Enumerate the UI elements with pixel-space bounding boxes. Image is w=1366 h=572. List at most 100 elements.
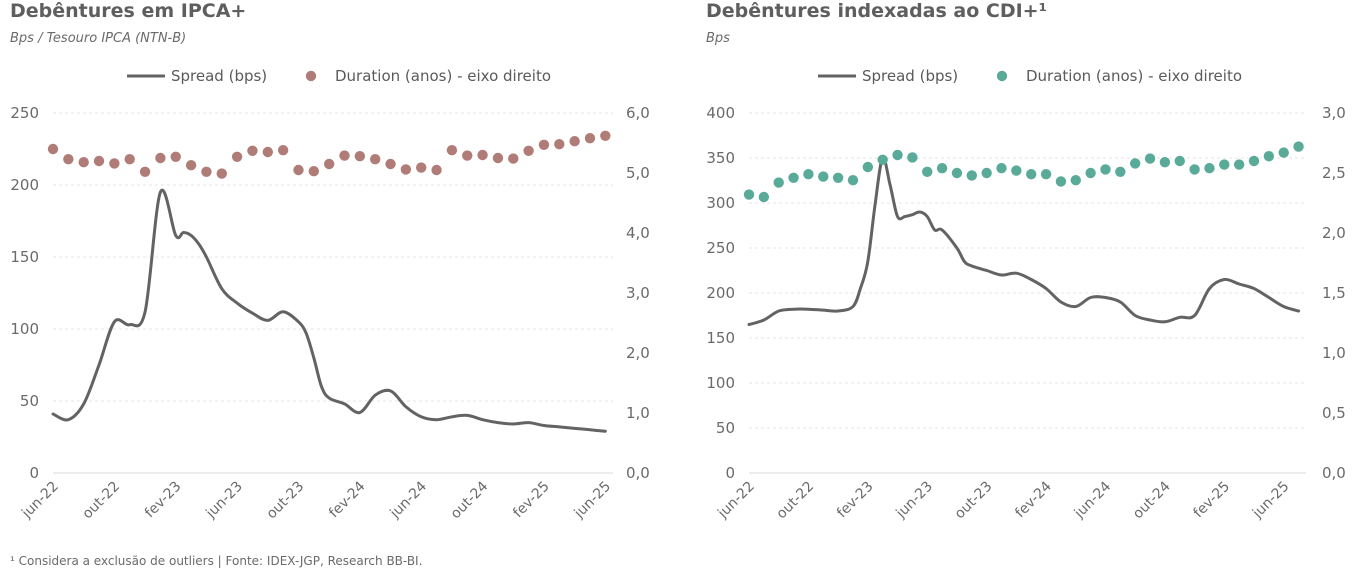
legend-label-spread: Spread (bps) (171, 67, 267, 85)
y-left-tick-label: 50 (20, 392, 39, 410)
duration-point (385, 158, 396, 170)
duration-point (1100, 164, 1111, 175)
duration-point (63, 154, 74, 165)
y-right-tick-label: 0,5 (1322, 404, 1346, 422)
y-left-tick-label: 50 (716, 419, 735, 437)
duration-point (554, 139, 565, 150)
duration-point (981, 167, 992, 179)
y-left-tick-label: 200 (706, 284, 735, 302)
duration-point (862, 161, 874, 173)
duration-point (1219, 159, 1230, 170)
y-left-tick-label: 250 (706, 239, 735, 257)
y-right-tick-label: 5,0 (626, 164, 650, 182)
legend-label-spread: Spread (bps) (862, 67, 958, 85)
duration-point (47, 143, 59, 155)
duration-point (185, 160, 197, 171)
chart-subtitle: Bps / Tesouro IPCA (NTN-B) (10, 31, 187, 46)
duration-point (277, 145, 289, 156)
y-right-tick-label: 3,0 (626, 284, 650, 302)
x-tick-label: fev-23 (142, 479, 185, 522)
duration-point (323, 158, 335, 170)
duration-point (922, 166, 933, 177)
duration-point (78, 157, 89, 168)
y-left-tick-label: 250 (10, 104, 39, 122)
chart-title: Debêntures em IPCA+ (10, 0, 247, 22)
y-left-tick-label: 100 (706, 374, 735, 392)
y-right-tick-label: 3,0 (1322, 104, 1346, 122)
y-right-tick-label: 4,0 (626, 224, 650, 242)
duration-point (847, 175, 859, 186)
x-tick-label: out-22 (774, 479, 818, 523)
duration-point (1248, 155, 1260, 167)
y-right-tick-label: 6,0 (626, 104, 650, 122)
duration-point (247, 145, 258, 156)
y-right-tick-label: 2,0 (626, 344, 650, 362)
duration-point (431, 164, 442, 176)
x-tick-label: out-23 (952, 479, 996, 523)
duration-point (1040, 169, 1052, 180)
x-tick-label: jun-25 (1249, 479, 1292, 522)
duration-point (1204, 163, 1215, 174)
x-tick-label: fev-23 (834, 479, 877, 522)
chart-ipca-svg: 0 50 100 150 200 250 0,0 1,0 2,0 3,0 4,0 5,0 6,0 jun-… (10, 67, 650, 523)
duration-point (788, 172, 799, 183)
y-left-tick-label: 0 (29, 464, 39, 482)
duration-point (803, 169, 814, 180)
y-right-tick-label: 1,0 (626, 404, 650, 422)
duration-point (1189, 164, 1200, 175)
legend: Spread (bps) Duration (anos) - eixo direi… (127, 67, 551, 85)
duration-point (109, 158, 120, 169)
duration-point (1233, 159, 1245, 170)
duration-point (446, 145, 458, 156)
duration-point (1115, 166, 1126, 177)
duration-point (1026, 169, 1037, 180)
y-right-tick-label: 1,5 (1322, 284, 1346, 302)
x-tick-label: fev-25 (510, 479, 553, 522)
duration-point (369, 154, 381, 165)
duration-point (996, 163, 1007, 174)
x-tick-label: out-24 (448, 478, 492, 522)
duration-point (462, 150, 473, 161)
duration-point (892, 149, 903, 161)
duration-point (1011, 165, 1022, 176)
y-right-tick-label: 0,0 (626, 464, 650, 482)
duration-point (1144, 153, 1156, 164)
duration-point (907, 152, 918, 163)
y-left-tick-label: 400 (706, 104, 735, 122)
duration-point (538, 139, 550, 150)
duration-point (832, 172, 844, 183)
duration-point (758, 191, 770, 203)
spread-line (51, 188, 607, 433)
duration-point (966, 170, 977, 181)
duration-point (201, 166, 212, 177)
chart-title: Debêntures indexadas ao CDI+¹ (706, 0, 1047, 22)
y-left-tick-label: 150 (10, 248, 39, 266)
duration-point (400, 164, 412, 175)
footnote: ¹ Considera a exclusão de outliers | Fon… (10, 554, 423, 568)
duration-point (262, 146, 273, 158)
x-tick-label: out-24 (1130, 478, 1174, 522)
x-tick-label: fev-24 (1012, 478, 1055, 521)
duration-point (1129, 158, 1141, 169)
legend: Spread (bps) Duration (anos) - eixo direi… (818, 67, 1242, 85)
duration-point (1055, 176, 1067, 187)
chart-cdi-svg: 0 50 100 150 200 250 300 350 400 0,0 0,5 1,0 1,5 2,0 2… (706, 67, 1346, 523)
y-left-tick-label: 200 (10, 176, 39, 194)
duration-point (743, 189, 755, 200)
x-tick-label: jun-25 (571, 479, 614, 522)
duration-point (339, 150, 350, 161)
duration-point (1159, 157, 1171, 168)
y-right-tick-label: 1,0 (1322, 344, 1346, 362)
duration-point (523, 145, 534, 156)
x-tick-label: jun-22 (18, 479, 61, 522)
duration-point (216, 168, 227, 179)
x-tick-label: out-22 (80, 479, 124, 523)
y-left-tick-label: 150 (706, 329, 735, 347)
x-tick-label: jun-23 (893, 479, 936, 522)
legend-label-duration: Duration (anos) - eixo direito (1026, 67, 1242, 85)
y-left-tick-label: 300 (706, 194, 735, 212)
x-tick-label: fev-24 (326, 478, 369, 521)
duration-point (93, 155, 105, 167)
duration-point (508, 153, 519, 164)
duration-point (1278, 147, 1289, 158)
